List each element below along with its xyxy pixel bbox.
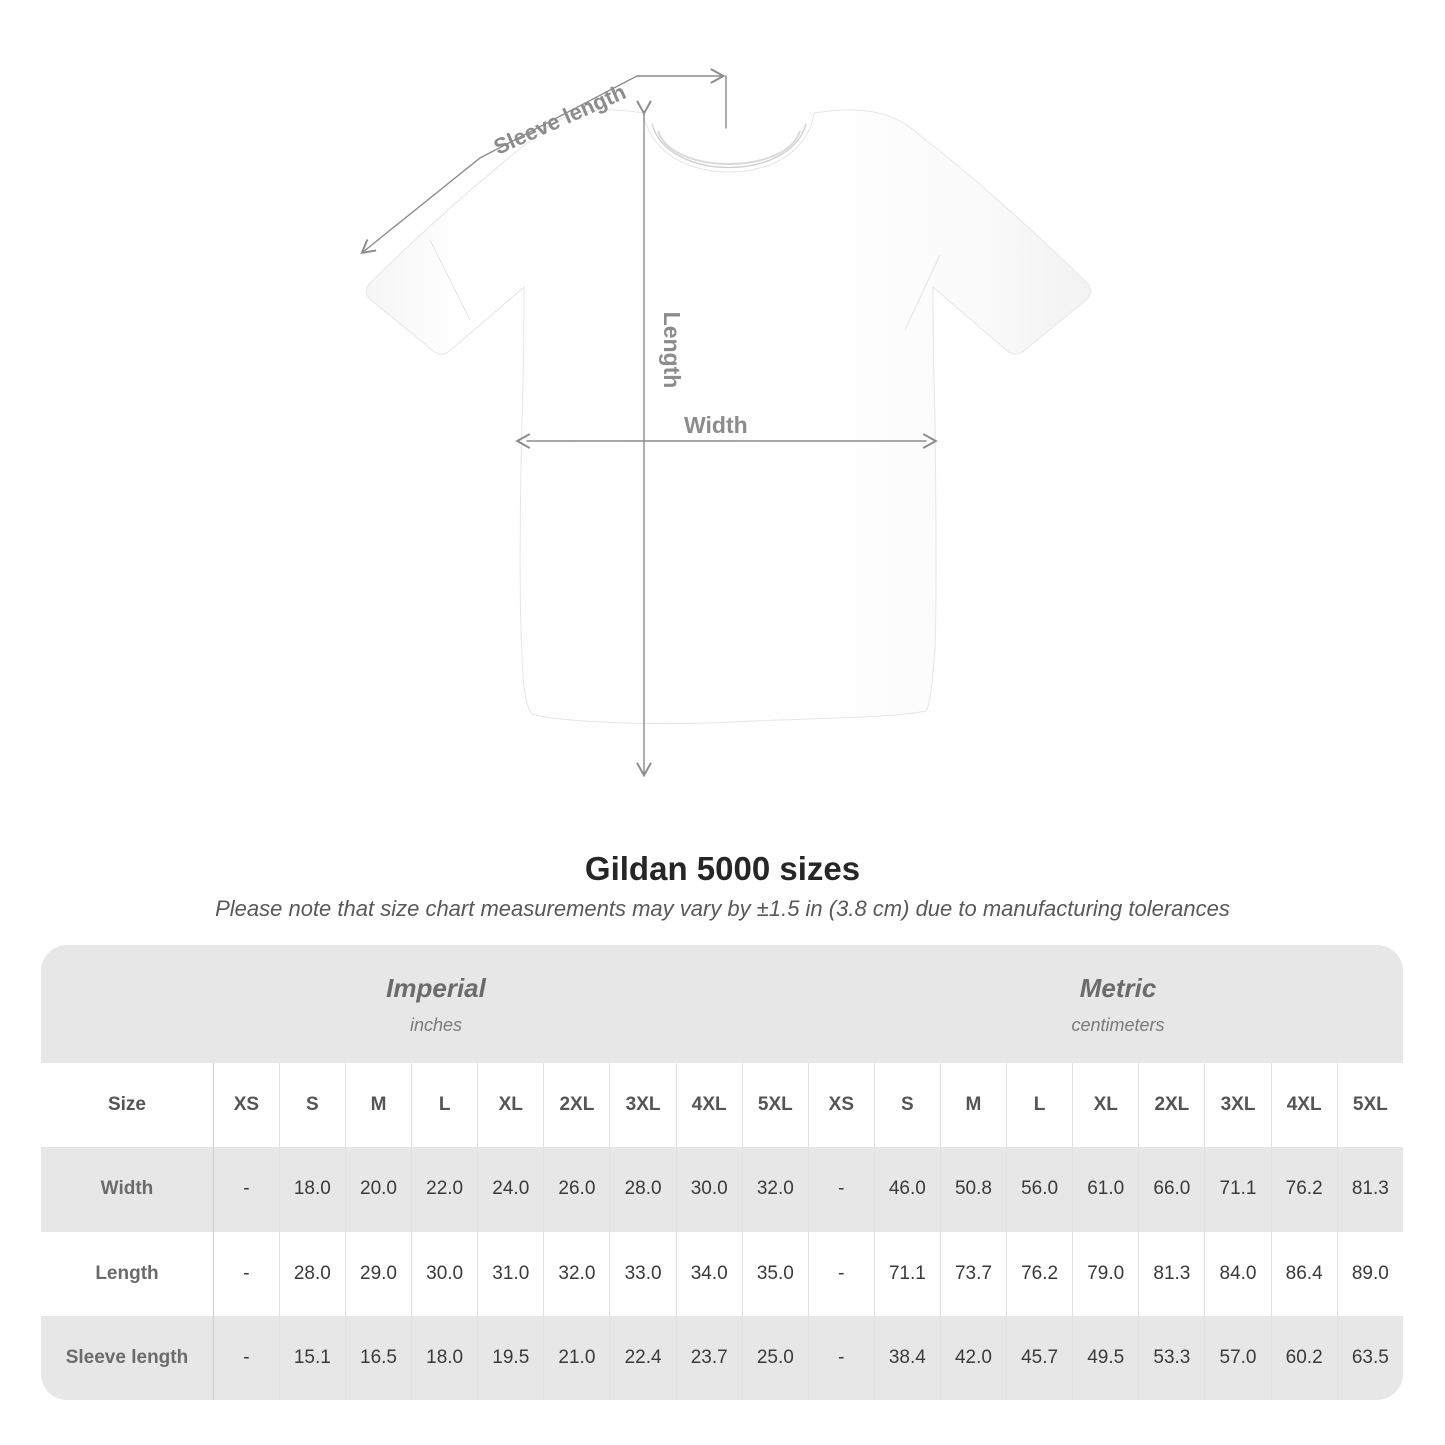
- svg-text:Width: Width: [684, 412, 748, 438]
- svg-text:Length: Length: [659, 312, 685, 389]
